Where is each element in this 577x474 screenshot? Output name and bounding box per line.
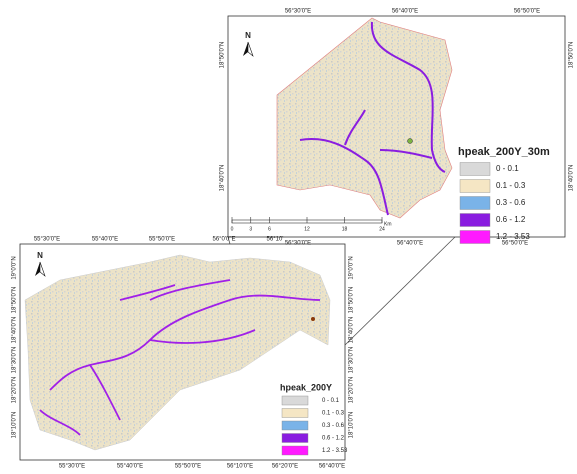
scale-label: 18 [342, 226, 348, 232]
site-marker [311, 317, 315, 321]
north-label: N [245, 31, 251, 40]
legend-swatch [459, 162, 491, 176]
lon-label: 56°40'0"E [319, 464, 345, 470]
lat-label: 19°0'0"N [349, 256, 355, 279]
legend-swatch [459, 179, 491, 193]
legend-swatch [281, 408, 309, 418]
lat-label: 18°40'0"N [569, 165, 575, 192]
scale-label: 6 [268, 226, 271, 232]
legend-label: 0.6 - 1.2 [322, 436, 345, 442]
north-arrow [39, 261, 46, 277]
legend-label: 0.6 - 1.2 [496, 215, 526, 224]
legend-swatch [281, 420, 309, 431]
scale-label: 12 [304, 226, 310, 232]
lon-label: 55°30'0"E [59, 464, 85, 470]
scale-label: 24 [379, 226, 385, 232]
lon-label: 55°30'0"E [34, 237, 60, 243]
inset-rivers [299, 21, 446, 216]
lon-label: 56°10' [267, 237, 284, 243]
north-arrow [243, 42, 248, 56]
legend-swatch [459, 213, 491, 227]
lat-label: 18°20'0"N [349, 377, 355, 404]
lon-label: 56°0'0"E [212, 237, 235, 243]
legend-label: 0.3 - 0.6 [496, 198, 526, 207]
scale-unit: Km [384, 221, 392, 227]
legend-swatch [459, 196, 491, 210]
north-label: N [37, 251, 43, 260]
legend-label: 0.1 - 0.3 [496, 181, 526, 190]
scale-label: 3 [249, 226, 252, 232]
legend-label: 0.1 - 0.3 [322, 411, 345, 417]
legend-label: 1.2 - 3.53 [322, 448, 348, 454]
lon-label: 56°30'0"E [285, 9, 311, 15]
lon-label: 56°30'0"E [285, 241, 311, 247]
lat-label: 18°10'0"N [12, 412, 18, 439]
lon-label: 56°40'0"E [392, 9, 418, 15]
lon-label: 55°50'0"E [149, 237, 175, 243]
lat-label: 18°50'0"N [12, 287, 18, 314]
main-rivers [39, 279, 321, 436]
lon-label: 55°50'0"E [175, 464, 201, 470]
legend-swatch [459, 230, 491, 244]
lat-label: 18°40'0"N [220, 165, 226, 192]
legend-label: 0 - 0.1 [496, 164, 519, 173]
legend-swatch [281, 433, 309, 443]
lat-label: 18°50'0"N [220, 42, 226, 69]
lat-label: 18°40'0"N [349, 317, 355, 344]
lon-label: 55°40'0"E [117, 464, 143, 470]
north-arrow [247, 41, 254, 57]
site-marker [407, 138, 413, 144]
lon-label: 55°40'0"E [92, 237, 118, 243]
lat-label: 18°40'0"N [12, 317, 18, 344]
inset-basin [276, 17, 453, 219]
legend-title: hpeak_200Y [280, 382, 332, 392]
legend-swatch [281, 445, 309, 456]
lat-label: 18°50'0"N [569, 42, 575, 69]
legend-title: hpeak_200Y_30m [458, 146, 550, 158]
lat-label: 18°10'0"N [349, 412, 355, 439]
lat-label: 18°50'0"N [349, 287, 355, 314]
lat-label: 18°20'0"N [12, 377, 18, 404]
legend-label: 1.2 - 3.53 [496, 232, 530, 241]
legend-label: 0 - 0.1 [322, 398, 340, 404]
legend-label: 0.3 - 0.6 [322, 423, 345, 429]
north-arrow [35, 262, 40, 276]
main-basin [24, 254, 331, 451]
lat-label: 18°30'0"N [12, 347, 18, 374]
lon-label: 56°50'0"E [514, 9, 540, 15]
lat-label: 19°0'0"N [12, 256, 18, 279]
lon-label: 56°40'0"E [397, 241, 423, 247]
legend-swatch [281, 395, 309, 406]
lon-label: 56°50'0"E [502, 241, 528, 247]
scale-label: 0 [231, 226, 234, 232]
lon-label: 56°20'0"E [272, 464, 298, 470]
lon-label: 56°10'0"E [227, 464, 253, 470]
connector [344, 236, 456, 346]
lat-label: 18°30'0"N [349, 347, 355, 374]
